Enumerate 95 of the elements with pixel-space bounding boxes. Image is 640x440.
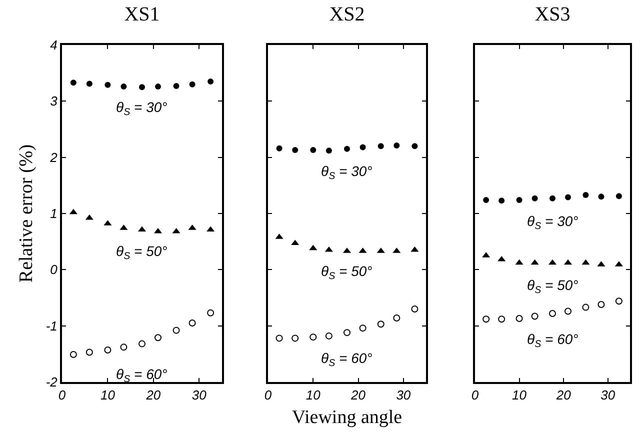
series-label: θ$_{S}$ = 60° [321, 350, 373, 369]
point [498, 198, 505, 204]
x-tick-label: 10 [100, 388, 116, 403]
point [359, 324, 366, 332]
point [292, 334, 299, 342]
point [582, 192, 589, 198]
point [206, 226, 215, 232]
y-tick-label: -2 [46, 374, 58, 390]
point [411, 305, 418, 312]
point [291, 240, 300, 246]
point [598, 194, 604, 200]
point [531, 312, 538, 320]
series-label: θ$_{S}$ = 30° [527, 213, 579, 232]
point [616, 193, 622, 200]
x-tick-label: 30 [192, 388, 208, 403]
point [208, 78, 214, 85]
y-tick-label: 4 [50, 38, 58, 53]
point [120, 344, 128, 351]
y-tick-label: -1 [46, 318, 58, 334]
series-label: θ$_{S}$ = 50° [116, 243, 168, 262]
point [139, 84, 145, 90]
y-tick-label: 0 [50, 262, 58, 278]
point [378, 143, 384, 150]
point [310, 147, 316, 154]
point [172, 326, 180, 334]
point [188, 320, 196, 327]
point [172, 228, 180, 234]
point [394, 142, 400, 149]
series-label: θ$_{S}$ = 30° [321, 163, 373, 182]
chart-title: XS3 [534, 4, 570, 26]
chart-title: XS2 [329, 4, 365, 26]
series-label: θ$_{S}$ = 50° [321, 263, 373, 282]
point [70, 80, 76, 86]
x-tick-label: 10 [512, 388, 528, 403]
point [189, 81, 196, 88]
y-tick-label: 1 [50, 206, 58, 222]
point [530, 259, 539, 265]
point [516, 197, 522, 204]
point [85, 214, 94, 220]
point [482, 316, 490, 323]
point [69, 208, 78, 214]
y-tick-label: 2 [49, 150, 58, 165]
point [310, 334, 317, 341]
chart-title: XS1 [124, 4, 160, 26]
series-label: θ$_{S}$ = 60° [527, 331, 579, 350]
point [393, 314, 400, 322]
x-tick-label: 30 [600, 388, 616, 403]
series-label: θ$_{S}$ = 60° [116, 366, 168, 385]
point [412, 143, 418, 150]
point [377, 320, 384, 328]
point [154, 334, 162, 342]
point [344, 329, 350, 336]
point [138, 340, 146, 348]
point [483, 197, 490, 204]
point [515, 259, 524, 265]
point [582, 304, 590, 311]
point [498, 316, 506, 323]
point [104, 82, 111, 88]
point [564, 308, 572, 315]
point [326, 148, 332, 154]
point [155, 84, 161, 90]
x-axis-title: Viewing angle [292, 406, 402, 428]
x-tick-label: 0 [264, 388, 272, 403]
point [516, 315, 523, 322]
point [276, 145, 282, 152]
point [207, 309, 214, 316]
point [104, 346, 112, 354]
x-tick-label: 0 [471, 388, 480, 403]
point [86, 80, 92, 87]
point [70, 350, 77, 358]
point [550, 195, 556, 202]
point [120, 84, 127, 90]
point [615, 298, 622, 305]
series-label: θ$_{S}$ = 30° [116, 99, 168, 118]
x-tick-label: 20 [350, 388, 366, 403]
x-tick-label: 20 [555, 388, 572, 403]
point [325, 332, 332, 340]
y-tick-label: 3 [50, 94, 58, 109]
point [549, 310, 556, 317]
x-tick-label: 20 [145, 388, 162, 403]
x-tick-label: 10 [306, 388, 322, 403]
point [276, 334, 283, 342]
point [86, 348, 93, 356]
series-label: θ$_{S}$ = 50° [527, 277, 579, 296]
point [173, 83, 180, 89]
point [292, 147, 298, 154]
point [582, 259, 590, 265]
y-axis-title: Relative error (%) [16, 144, 38, 283]
point [344, 146, 350, 152]
point [360, 144, 366, 150]
point [309, 244, 318, 250]
point [565, 194, 571, 200]
point [532, 195, 538, 202]
point [598, 300, 605, 308]
x-tick-label: 30 [396, 388, 412, 403]
